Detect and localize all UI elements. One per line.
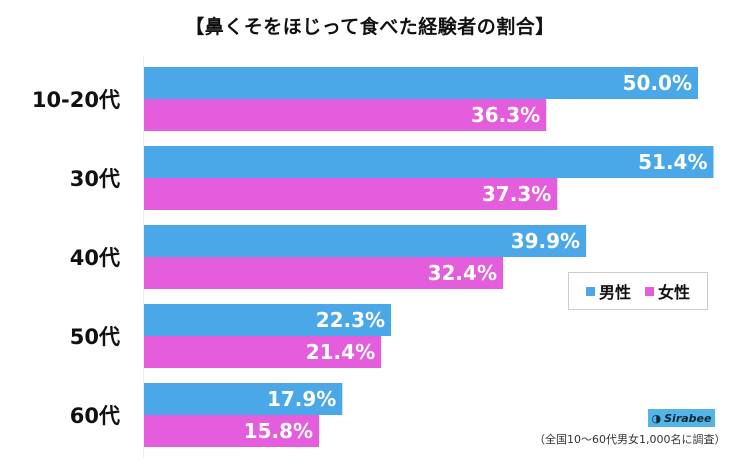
category-label: 30代 [70,167,120,191]
legend-item-female: 女性 [645,279,690,303]
legend-label-male: 男性 [598,283,631,302]
brand-label: Sirabee [664,411,712,425]
value-label: 15.8% [244,419,313,443]
bar-female [144,99,547,131]
brand-badge: ◑ Sirabee [648,409,715,427]
sirabee-logo-icon: ◑ [651,411,662,425]
bar-male [144,146,714,178]
value-label: 21.4% [306,340,375,364]
value-label: 39.9% [511,229,580,253]
legend-swatch-female [645,286,654,296]
value-label: 50.0% [623,71,692,95]
value-label: 36.3% [471,103,540,127]
value-label: 51.4% [638,150,707,174]
value-label: 32.4% [428,261,497,285]
bar-male [144,225,587,257]
value-label: 17.9% [267,387,336,411]
bar-female [144,336,382,368]
category-label: 10-20代 [32,88,120,112]
legend-swatch-male [585,286,595,296]
chart-title: 【鼻くそをほじって食べた経験者の割合】 [185,16,555,38]
category-label: 60代 [70,404,120,428]
legend-label-female: 女性 [658,283,691,302]
bar-female [144,415,320,447]
legend: 男性 女性 [568,272,708,310]
bar-male [144,383,343,415]
bar-male [144,67,698,99]
bar-female [144,178,558,210]
category-label: 40代 [70,246,120,270]
category-label: 50代 [70,325,120,349]
legend-item-male: 男性 [585,279,631,303]
value-label: 37.3% [482,182,551,206]
bar-male [144,304,392,336]
bar-female [144,257,503,289]
survey-note: （全国10〜60代男女1,000名に調査） [534,433,726,446]
value-label: 22.3% [316,308,385,332]
